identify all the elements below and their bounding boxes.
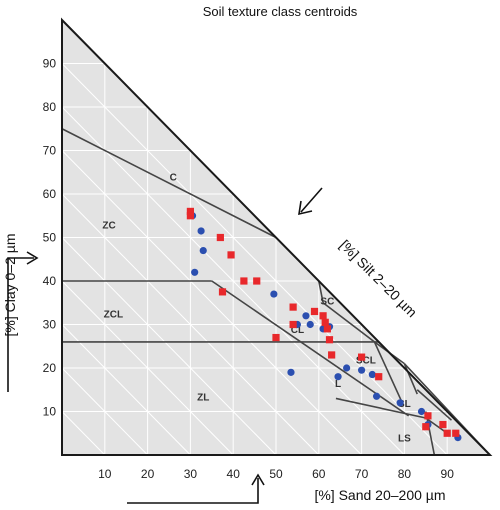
x-tick-label: 40: [227, 467, 241, 481]
point-circle: [197, 227, 205, 235]
point-circle: [368, 370, 376, 379]
class-label-zc: ZC: [102, 220, 115, 231]
grid-line-silt: [61, 106, 405, 456]
class-label-zl: ZL: [197, 392, 209, 403]
point-square: [424, 412, 432, 420]
x-tick-label: 90: [441, 467, 455, 481]
point-square: [240, 277, 248, 285]
silt-axis-label: [%] Silt 2–20 µm: [337, 237, 421, 321]
y-tick-label: 80: [43, 100, 57, 114]
x-tick-label: 50: [269, 467, 283, 481]
grid-line-silt: [61, 237, 277, 456]
x-tick-label: 80: [398, 467, 412, 481]
class-label-l: L: [335, 379, 341, 390]
y-tick-labels: 10 20 30 40 50 60 70 80 90: [43, 57, 57, 419]
point-square: [272, 333, 280, 342]
class-boundary-line: [61, 128, 277, 239]
triangle-outline: [61, 17, 493, 456]
grid-line-silt: [61, 367, 148, 456]
x-tick-labels: 10 20 30 40 50 60 70 80 90: [98, 467, 454, 481]
point-circle: [343, 364, 351, 372]
class-label-cl: CL: [291, 325, 304, 336]
y-tick-label: 40: [43, 274, 57, 288]
point-square: [321, 318, 329, 326]
point-square: [328, 351, 336, 359]
x-tick-label: 10: [98, 467, 112, 481]
y-tick-label: 90: [43, 57, 57, 71]
x-tick-label: 60: [312, 467, 326, 481]
x-tick-label: 30: [184, 467, 198, 481]
point-square: [216, 233, 224, 242]
point-square: [375, 373, 383, 381]
class-label-sl: SL: [398, 399, 411, 410]
y-tick-label: 60: [43, 187, 57, 201]
grid-line-silt: [61, 150, 362, 456]
class-boundary-line: [416, 389, 453, 421]
grid-line-silt: [61, 324, 191, 456]
point-circle: [270, 290, 278, 298]
y-tick-label: 70: [43, 144, 57, 158]
y-tick-label: 20: [43, 361, 57, 375]
class-label-zcl: ZCL: [104, 310, 123, 321]
y-direction-arrow: [7, 251, 39, 392]
class-label-sc: SC: [320, 297, 334, 308]
y-tick-label: 30: [43, 318, 57, 332]
point-circle: [306, 320, 314, 329]
point-circle: [199, 246, 207, 255]
point-square: [323, 325, 331, 333]
class-boundary-line: [335, 397, 426, 419]
point-square: [289, 320, 297, 329]
point-square: [310, 307, 319, 316]
point-square: [253, 277, 261, 285]
x-tick-label: 20: [141, 467, 155, 481]
grid-line-silt: [61, 280, 234, 456]
x-tick-label: 70: [355, 467, 369, 481]
class-labels: C ZC ZCL ZL SC CL SCL L SL LS: [102, 173, 411, 445]
point-square: [289, 303, 297, 311]
x-direction-arrow: [127, 473, 265, 504]
point-square: [358, 353, 366, 361]
point-circle: [302, 312, 310, 320]
silt-direction-arrow: [298, 187, 323, 216]
point-square: [218, 288, 227, 296]
class-label-scl: SCL: [356, 355, 376, 366]
point-square: [186, 207, 194, 215]
class-boundary-line: [322, 302, 375, 343]
point-circle: [287, 368, 295, 376]
class-boundary-line: [373, 341, 403, 404]
class-label-c: C: [170, 173, 177, 184]
point-square: [443, 429, 451, 437]
point-square: [227, 251, 235, 259]
point-square: [325, 336, 334, 344]
class-boundary-line: [318, 280, 324, 303]
point-circle: [396, 399, 404, 407]
point-circle: [358, 366, 366, 374]
y-tick-label: 10: [43, 405, 57, 419]
y-tick-label: 50: [43, 231, 57, 245]
point-square: [186, 212, 194, 220]
grid-line-silt: [61, 411, 106, 456]
x-axis-label: [%] Sand 20–200 µm: [314, 487, 445, 503]
point-square: [452, 429, 460, 437]
point-circle: [372, 392, 381, 400]
grid-line-silt: [61, 193, 320, 456]
point-square: [422, 423, 430, 431]
data-points: [186, 207, 462, 442]
class-label-ls: LS: [398, 434, 411, 445]
y-axis-label: [%] Clay 0–2 µm: [2, 234, 18, 337]
point-circle: [191, 268, 199, 276]
point-square: [319, 312, 327, 320]
point-circle: [417, 407, 426, 416]
point-square: [439, 420, 447, 429]
grid-line-silt: [61, 63, 448, 456]
point-circle: [334, 373, 342, 381]
class-boundary-line: [403, 363, 418, 395]
chart-title: Soil texture class centroids: [203, 4, 358, 19]
